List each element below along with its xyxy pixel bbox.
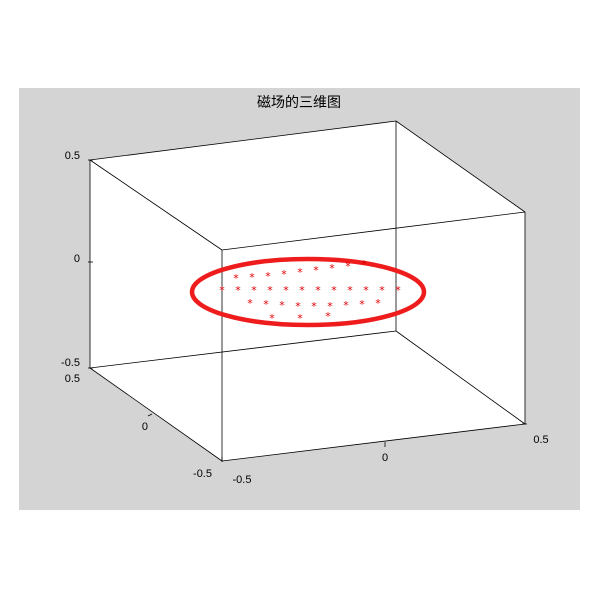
field-point-marker: * xyxy=(219,284,225,297)
current-ring xyxy=(189,256,427,328)
field-point-marker: * xyxy=(347,284,353,297)
field-point-marker: * xyxy=(247,297,253,310)
chart-title: 磁场的三维图 xyxy=(257,95,341,111)
x-tick-label: 0.5 xyxy=(533,434,548,446)
field-point-marker: * xyxy=(265,270,271,283)
field-point-marker: * xyxy=(251,284,257,297)
ring-current xyxy=(189,256,427,328)
field-point-marker: * xyxy=(395,284,401,297)
field-point-marker: * xyxy=(235,284,241,297)
axis-ticks: 0.5 0 -0.5 0.5 0 -0.5 -0.5 0 0.5 xyxy=(61,150,549,486)
field-point-marker: * xyxy=(233,272,239,285)
field-point-marker: * xyxy=(345,260,351,273)
field-point-marker: * xyxy=(283,284,289,297)
field-point-marker: * xyxy=(269,312,275,325)
box-edge xyxy=(89,367,223,462)
field-point-marker: * xyxy=(313,264,319,277)
field-point-marker: * xyxy=(279,299,285,312)
field-point-marker: * xyxy=(299,284,305,297)
axes-box xyxy=(89,120,526,462)
box-edge xyxy=(221,211,526,251)
y-tick-label: 0.5 xyxy=(65,373,80,385)
z-tick-label: 0 xyxy=(74,253,80,265)
field-point-marker: * xyxy=(329,262,335,275)
field-point-marker: * xyxy=(359,298,365,311)
x-tick-label: 0 xyxy=(382,452,388,464)
field-point-marker: * xyxy=(267,284,273,297)
field-point-marker: * xyxy=(297,266,303,279)
field-point-marker: * xyxy=(363,284,369,297)
field-point-marker: * xyxy=(295,300,301,313)
y-tick-label: 0 xyxy=(142,421,148,433)
box-edge xyxy=(395,120,526,213)
y-tick-label: -0.5 xyxy=(193,468,212,480)
field-point-marker: * xyxy=(343,299,349,312)
field-point-marker: * xyxy=(331,284,337,297)
box-edge xyxy=(221,423,526,462)
z-tick-label: 0.5 xyxy=(65,150,80,162)
plot-area: * * * * * * * * ** * * * * * * * * * * ** * * * * * * * ** * * 0.50-0… xyxy=(61,95,549,486)
tick-mark xyxy=(147,413,153,417)
box-edge xyxy=(89,330,397,369)
field-point-marker: * xyxy=(361,258,367,271)
field-point-marker: * xyxy=(281,268,287,281)
figure-window: * * * * * * * * * * * * * * * * * * * * * * * * * * * * * * * * * 0.5 0 -0… xyxy=(19,88,580,510)
field-point-marker: * xyxy=(297,312,303,325)
box-edge xyxy=(395,330,526,425)
field-point-marker: * xyxy=(249,271,255,284)
x-tick-label: -0.5 xyxy=(233,474,252,486)
field-point-marker: * xyxy=(325,310,331,323)
field-point-marker: * xyxy=(315,284,321,297)
axes-floor xyxy=(90,331,525,461)
z-tick-label: -0.5 xyxy=(61,357,80,369)
field-point-marker: * xyxy=(311,300,317,313)
box-edge xyxy=(89,120,397,161)
field-point-marker: * xyxy=(375,297,381,310)
field-point-marker: * xyxy=(263,298,269,311)
box-edge xyxy=(89,159,223,251)
field-point-marker: * xyxy=(327,300,333,313)
field-point-marker: * xyxy=(379,284,385,297)
field-point-markers: * * * * * * * * ** * * * * * * * * * * ** * * * * * * * ** * * xyxy=(219,258,401,325)
